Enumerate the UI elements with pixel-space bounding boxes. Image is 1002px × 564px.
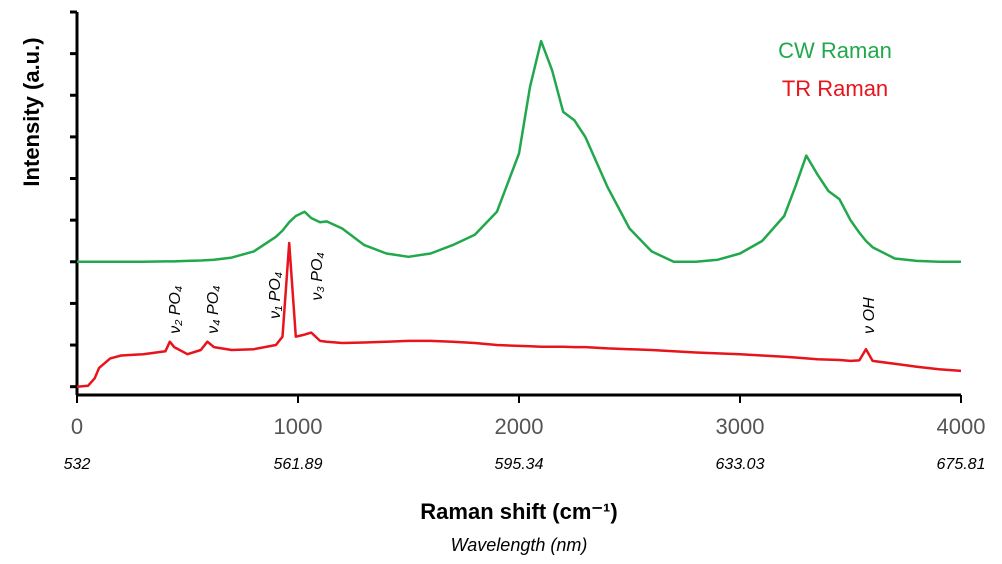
annotation: ν₄ PO₄ xyxy=(205,285,222,333)
line-series xyxy=(77,39,961,264)
legend-label: CW Raman xyxy=(778,38,892,63)
x-tick-label: 1000 xyxy=(274,414,323,439)
annotation: ν₃ PO₄ xyxy=(309,252,326,300)
x2-tick-label: 532 xyxy=(64,456,91,473)
y-axis-label: Intensity (a.u.) xyxy=(19,37,44,186)
annotation: ν₂ PO₄ xyxy=(167,286,184,334)
annotation: ν₁ PO₄ xyxy=(267,272,284,319)
x2-tick-label: 595.34 xyxy=(495,456,544,473)
x2-tick-label: 675.81 xyxy=(937,456,986,473)
annotation: ν OH xyxy=(861,297,878,334)
x-axis-label: Raman shift (cm⁻¹) xyxy=(420,499,617,524)
x2-tick-label: 633.03 xyxy=(716,456,765,473)
line-series xyxy=(76,241,962,388)
x2-tick-label: 561.89 xyxy=(274,456,323,473)
x-tick-label: 0 xyxy=(71,414,83,439)
x-tick-label: 3000 xyxy=(716,414,765,439)
x-tick-label: 2000 xyxy=(495,414,544,439)
x-tick-label: 4000 xyxy=(937,414,986,439)
x2-axis-label: Wavelength (nm) xyxy=(451,535,588,555)
legend-label: TR Raman xyxy=(782,76,888,101)
